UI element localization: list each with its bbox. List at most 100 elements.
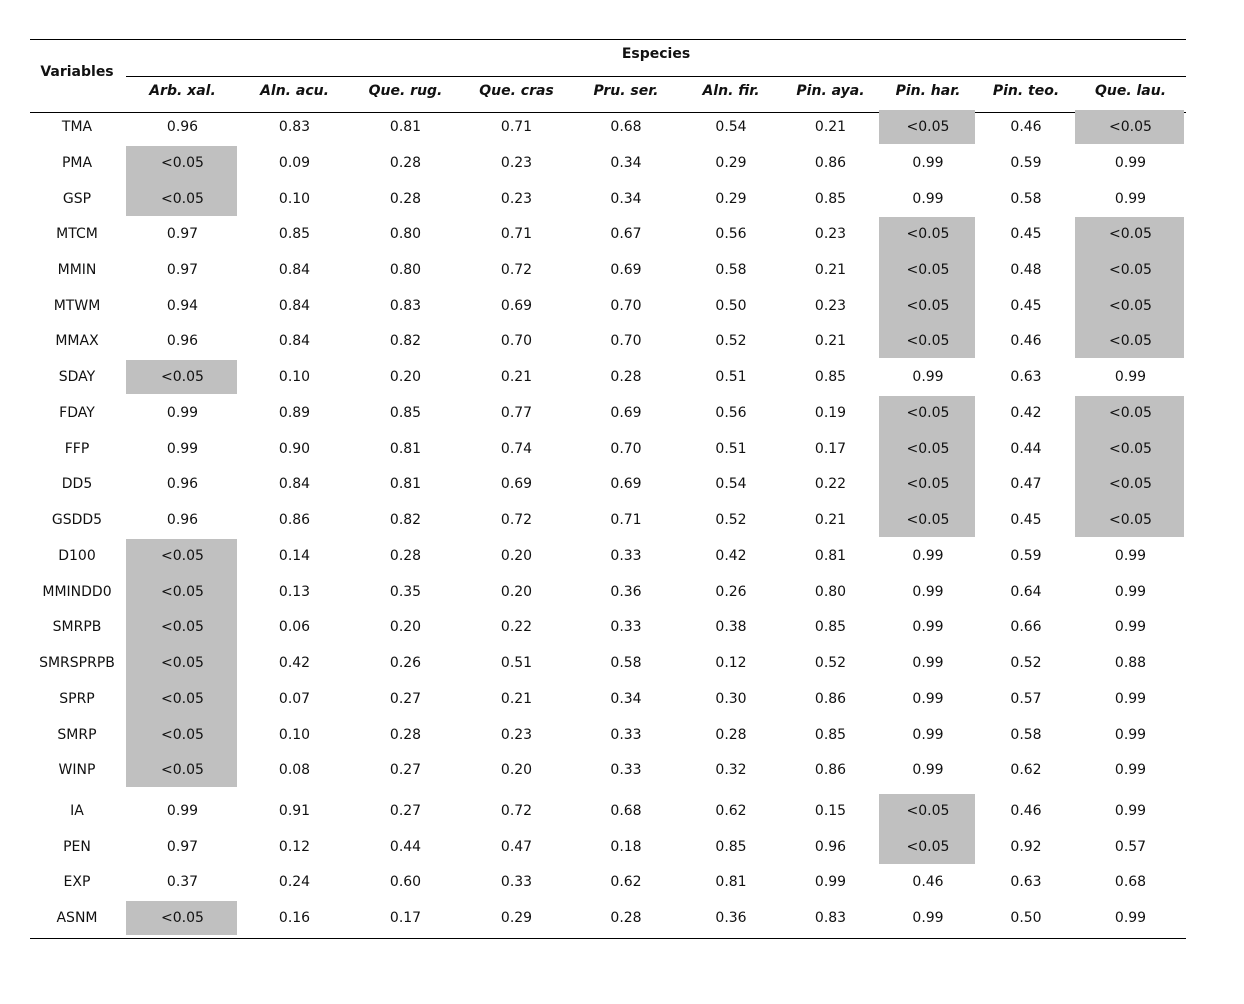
table-cell: 0.34 <box>610 691 642 707</box>
significance-highlight <box>1075 217 1184 358</box>
variable-name: TMA <box>61 119 93 135</box>
table-cell: 0.33 <box>610 727 642 743</box>
table-cell: 0.82 <box>389 512 422 528</box>
significance-highlight <box>126 539 237 787</box>
table-cell: 0.92 <box>1010 839 1042 855</box>
significance-highlight <box>1075 396 1184 537</box>
variable-name: ASNM <box>56 910 98 926</box>
table-cell: 0.81 <box>389 441 422 457</box>
table-cell: 0.27 <box>389 762 422 778</box>
species-header: Que. rug. <box>368 83 443 99</box>
table-cell: 0.19 <box>814 405 847 421</box>
table-cell: 0.74 <box>500 441 533 457</box>
variable-name: PEN <box>63 839 91 855</box>
table-cell: 0.22 <box>814 476 847 492</box>
table-cell: 0.96 <box>166 476 199 492</box>
table-cell: <0.05 <box>1109 119 1152 135</box>
row-header-label: Variables <box>40 64 114 80</box>
table-cell: 0.99 <box>1114 691 1147 707</box>
variable-name: PMA <box>61 155 93 171</box>
table-cell: 0.70 <box>610 441 642 457</box>
table-cell: 0.59 <box>1010 155 1042 171</box>
variable-name: MMIN <box>57 262 97 278</box>
table-cell: 0.50 <box>715 298 747 314</box>
table-cell: 0.72 <box>500 512 533 528</box>
table-cell: 0.85 <box>814 619 847 635</box>
table-cell: <0.05 <box>161 910 204 926</box>
variable-name: FDAY <box>59 405 95 421</box>
variable-name: SMRSPRPB <box>39 655 115 671</box>
table-cell: 0.12 <box>278 839 311 855</box>
table-cell: 0.14 <box>278 548 311 564</box>
species-header: Pin. aya. <box>796 83 865 99</box>
table-cell: 0.86 <box>814 762 847 778</box>
table-cell: 0.52 <box>814 655 847 671</box>
species-group-rule <box>126 76 1186 77</box>
table-cell: 0.20 <box>389 619 422 635</box>
table-cell: 0.99 <box>912 691 944 707</box>
table-cell: <0.05 <box>906 405 950 421</box>
table-cell: 0.80 <box>389 226 422 242</box>
table-cell: 0.34 <box>610 155 642 171</box>
table-cell: 0.20 <box>389 369 422 385</box>
variable-name: WINP <box>58 762 96 778</box>
table-cell: <0.05 <box>161 369 204 385</box>
table-cell: 0.83 <box>389 298 422 314</box>
table-cell: 0.68 <box>1114 874 1147 890</box>
table-cell: 0.32 <box>715 762 747 778</box>
table-cell: 0.30 <box>715 691 747 707</box>
table-cell: 0.10 <box>278 191 311 207</box>
table-cell: 0.15 <box>814 803 847 819</box>
table-cell: 0.45 <box>1010 298 1042 314</box>
table-cell: 0.57 <box>1010 691 1042 707</box>
table-cell: 0.99 <box>1114 910 1147 926</box>
table-cell: 0.72 <box>500 262 533 278</box>
table-cell: 0.99 <box>166 441 199 457</box>
table-cell: <0.05 <box>906 441 950 457</box>
table-cell: 0.70 <box>610 298 642 314</box>
table-cell: 0.94 <box>166 298 199 314</box>
table-cell: 0.12 <box>715 655 747 671</box>
table-cell: 0.13 <box>278 584 311 600</box>
table-cell: 0.80 <box>814 584 847 600</box>
table-cell: <0.05 <box>906 226 950 242</box>
table-cell: <0.05 <box>906 262 950 278</box>
table-cell: 0.77 <box>500 405 533 421</box>
table-cell: 0.60 <box>389 874 422 890</box>
table-cell: 0.28 <box>389 155 422 171</box>
significance-highlight <box>879 217 975 358</box>
table-cell: 0.17 <box>389 910 422 926</box>
table-cell: 0.99 <box>166 803 199 819</box>
table-cell: 0.83 <box>278 119 311 135</box>
table-cell: 0.45 <box>1010 226 1042 242</box>
variable-name: GSP <box>62 191 92 207</box>
table-cell: 0.99 <box>1114 369 1147 385</box>
table-cell: 0.57 <box>1114 839 1147 855</box>
table-cell: 0.99 <box>912 369 944 385</box>
variable-name: SDAY <box>58 369 96 385</box>
table-cell: 0.58 <box>1010 191 1042 207</box>
table-cell: 0.44 <box>1010 441 1042 457</box>
table-cell: <0.05 <box>906 333 950 349</box>
table-cell: <0.05 <box>906 119 950 135</box>
table-cell: 0.10 <box>278 727 311 743</box>
table-cell: 0.58 <box>1010 727 1042 743</box>
table-cell: 0.99 <box>912 910 944 926</box>
table-cell: 0.33 <box>610 619 642 635</box>
table-cell: <0.05 <box>906 298 950 314</box>
table-cell: 0.33 <box>610 548 642 564</box>
table-cell: 0.99 <box>912 619 944 635</box>
table-cell: 0.63 <box>1010 874 1042 890</box>
table-cell: 0.83 <box>814 910 847 926</box>
table-cell: 0.46 <box>912 874 944 890</box>
species-header: Pru. ser. <box>593 83 659 99</box>
table-cell: <0.05 <box>1109 333 1152 349</box>
table-cell: 0.51 <box>715 369 747 385</box>
table-cell: <0.05 <box>161 584 204 600</box>
table-cell: 0.34 <box>610 191 642 207</box>
table-cell: 0.99 <box>912 548 944 564</box>
significance-highlight <box>126 360 237 394</box>
table-cell: 0.29 <box>715 191 747 207</box>
table-cell: 0.85 <box>278 226 311 242</box>
table-cell: 0.36 <box>715 910 747 926</box>
